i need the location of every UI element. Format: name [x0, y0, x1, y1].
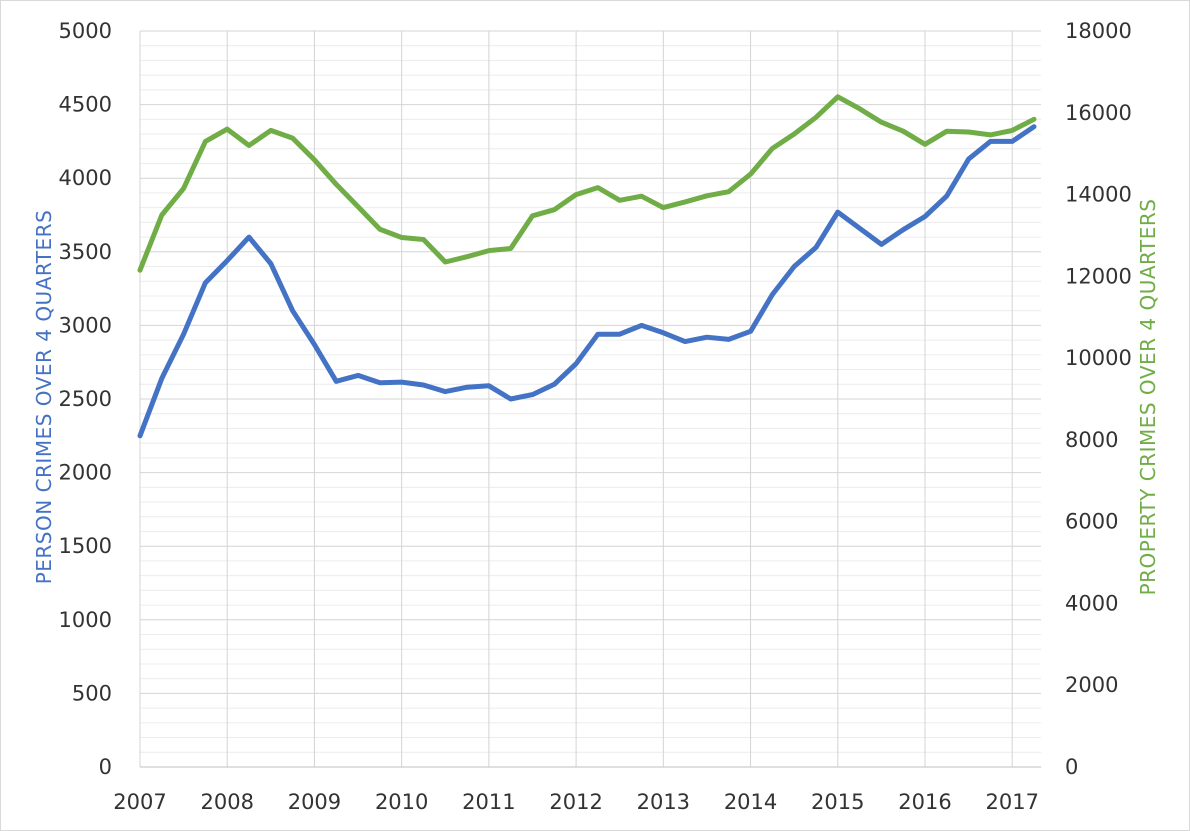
y-tick-label-left: 3000 [59, 313, 112, 337]
y-tick-label-right: 2000 [1065, 673, 1118, 697]
x-tick-label: 2016 [898, 790, 951, 814]
y-tick-label-left: 4000 [59, 166, 112, 190]
y-tick-label-right: 10000 [1065, 346, 1132, 370]
y-tick-label-left: 500 [72, 681, 112, 705]
y-tick-label-right: 12000 [1065, 264, 1132, 288]
series-lines [137, 94, 1037, 439]
property-crimes-line [137, 94, 1037, 273]
x-tick-label: 2017 [985, 790, 1038, 814]
x-tick-label: 2009 [288, 790, 341, 814]
y-tick-label-right: 14000 [1065, 183, 1132, 207]
x-tick-label: 2008 [200, 790, 253, 814]
x-tick-label: 2013 [637, 790, 690, 814]
y-tick-label-right: 18000 [1065, 19, 1132, 43]
y-tick-label-right: 4000 [1065, 591, 1118, 615]
y-tick-label-left: 5000 [59, 19, 112, 43]
y-tick-label-right: 8000 [1065, 428, 1118, 452]
y-tick-label-left: 0 [99, 755, 112, 779]
x-tick-label: 2012 [549, 790, 602, 814]
y-axis-label-left: PERSON CRIMES OVER 4 QUARTERS [32, 210, 56, 585]
y-tick-label-left: 4500 [59, 93, 112, 117]
tick-labels: 0 500 1000 1500 2000 2500 3000 3500 4000 4500 5000… [59, 19, 1132, 814]
y-tick-label-right: 0 [1065, 755, 1078, 779]
y-tick-label-left: 1500 [59, 534, 112, 558]
y-tick-label-right: 6000 [1065, 510, 1118, 534]
x-tick-label: 2007 [113, 790, 166, 814]
y-axis-label-right: PROPERTY CRIMES OVER 4 QUARTERS [1136, 199, 1160, 596]
y-tick-label-right: 16000 [1065, 101, 1132, 125]
x-tick-label: 2015 [811, 790, 864, 814]
y-tick-label-left: 2000 [59, 461, 112, 485]
x-tick-label: 2011 [462, 790, 515, 814]
x-tick-label: 2014 [724, 790, 777, 814]
person-crimes-line [137, 124, 1037, 439]
x-tick-label: 2010 [375, 790, 428, 814]
y-tick-label-left: 3500 [59, 240, 112, 264]
y-tick-label-left: 2500 [59, 387, 112, 411]
y-tick-label-left: 1000 [59, 608, 112, 632]
gridlines [139, 30, 1041, 767]
